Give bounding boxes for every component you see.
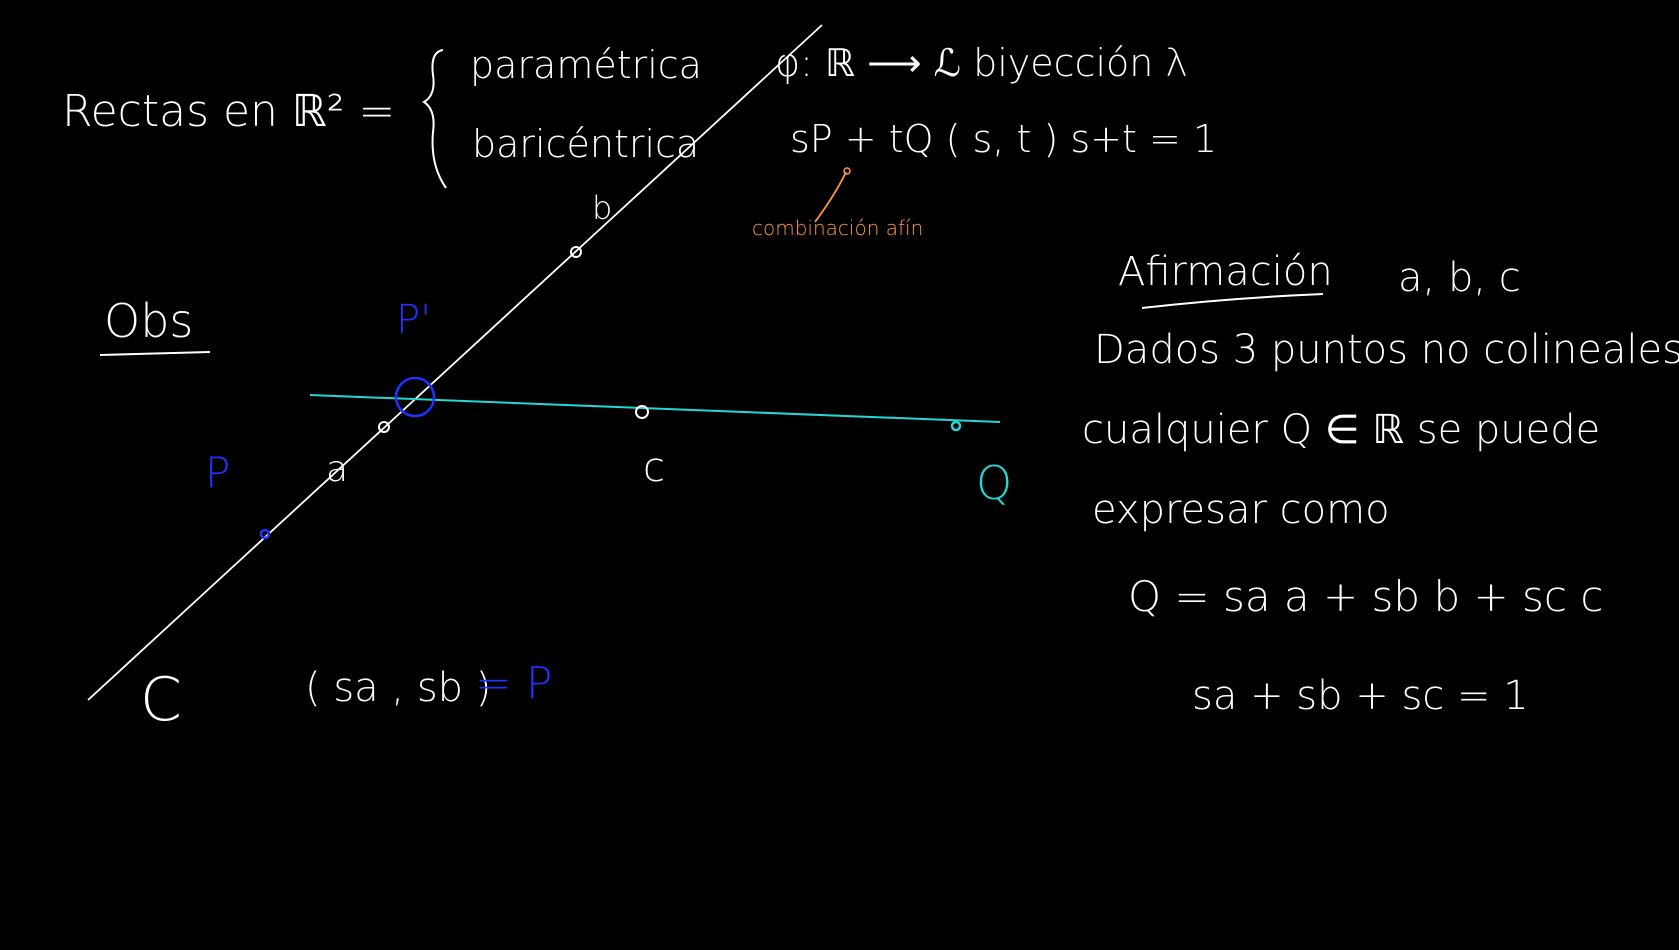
point-b <box>570 246 582 258</box>
claim-constraint: sa + sb + sc = 1 <box>1192 673 1529 719</box>
label-c-upper: C <box>140 665 182 735</box>
label-q: Q <box>976 456 1013 510</box>
point-q-cyan <box>950 420 962 432</box>
label-b: b <box>592 189 613 227</box>
label-a: a <box>326 449 349 490</box>
point-a-small <box>378 421 390 433</box>
label-c-lower: c <box>643 445 665 491</box>
coords-equals-p: = P <box>475 658 553 709</box>
affine-expression: sP + tQ ( s, t ) s+t = 1 <box>790 117 1218 161</box>
cyan-line <box>309 394 1001 423</box>
curly-brace <box>422 49 447 189</box>
diagonal-line <box>87 24 823 701</box>
claim-line-1: Dados 3 puntos no colineales <box>1094 327 1679 373</box>
obs-underline <box>99 351 211 356</box>
label-p: P <box>205 448 231 497</box>
label-p-prime: P' <box>396 297 432 343</box>
orange-arrow-tip <box>843 167 851 175</box>
bijection-text: φ: ℝ ⟶ ℒ biyección λ <box>775 41 1188 85</box>
point-p-blue <box>259 528 271 540</box>
claim-points: a, b, c <box>1398 255 1521 301</box>
claim-formula: Q = sa a + sb b + sc c <box>1128 572 1604 621</box>
affine-note: combinación afín <box>752 216 924 240</box>
claim-title: Afirmación <box>1118 249 1333 295</box>
baricentrica-label: baricéntrica <box>472 122 700 166</box>
point-c <box>635 405 649 419</box>
claim-line-2: cualquier Q ∈ ℝ se puede <box>1082 407 1601 453</box>
parametrica-label: paramétrica <box>470 43 702 87</box>
p-prime-circle <box>394 376 436 418</box>
claim-line-3: expresar como <box>1092 487 1390 533</box>
obs-title: Obs <box>104 294 194 348</box>
rectas-label: Rectas en ℝ² = <box>62 86 396 137</box>
coords-text: ( sa , sb ) <box>305 665 492 711</box>
afirmacion-underline <box>1141 293 1324 309</box>
orange-arrow <box>814 171 847 223</box>
